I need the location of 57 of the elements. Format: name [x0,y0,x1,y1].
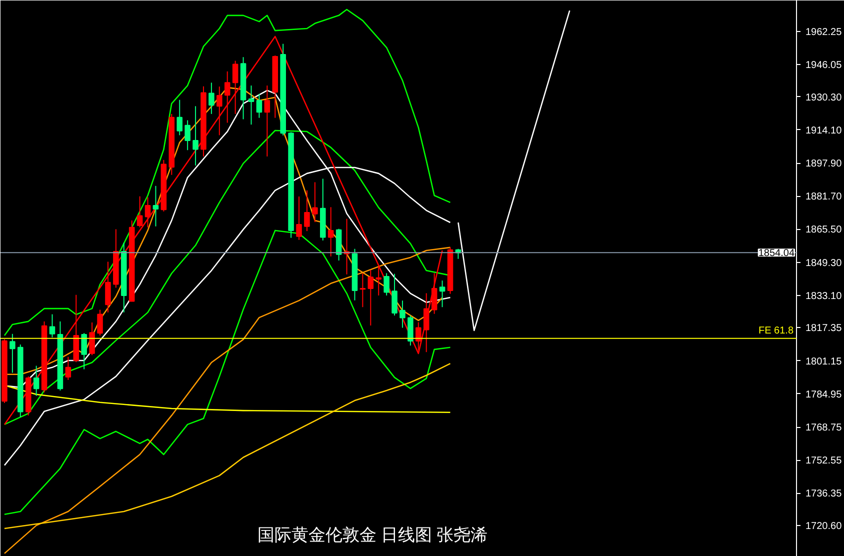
candlestick [97,309,103,336]
candlestick [431,272,438,314]
y-tick-label: 1946.05 [806,60,842,72]
candlestick [423,292,430,353]
candlestick [152,185,159,227]
candlestick [89,322,95,356]
candlestick [264,85,270,157]
line-series [4,36,443,426]
candlestick [376,266,382,296]
candlestick [368,269,374,326]
candlestick [384,272,390,296]
y-tick-label: 1865.50 [806,224,842,236]
y-tick-label: 1784.95 [806,389,842,400]
y-tick-label: 1752.55 [806,456,842,467]
candlestick [176,99,182,136]
candlestick [416,322,422,351]
candlestick [33,365,40,396]
candlestick [216,86,222,136]
y-tick-label: 1720.60 [806,520,842,532]
candlestick [304,190,310,232]
y-tick-label: 1914.10 [806,125,842,136]
y-tick-label: 1897.90 [806,158,842,170]
y-tick-label: 1930.30 [806,92,842,104]
ref-line-label: FE 61.8 [758,325,794,336]
candlestick [232,60,238,114]
y-tick-label: 1849.30 [806,258,842,269]
candlestick [328,206,334,257]
candlestick [208,82,214,114]
y-tick-label: 1768.75 [806,422,842,434]
y-tick-label: 1881.70 [806,192,842,203]
candlestick [136,196,143,228]
candlestick [439,280,446,308]
candlestick [392,273,398,316]
candlestick [10,333,16,374]
candlestick [192,106,198,166]
candlestick [65,356,72,380]
y-tick-label: 1817.35 [806,323,842,334]
candlestick [408,315,414,346]
candlestick [248,85,254,126]
candlestick [184,120,190,151]
candlestick [144,196,151,228]
candlestick [296,196,302,240]
candlestick [105,261,111,313]
y-tick-label: 1833.10 [806,290,842,302]
ref-line-label: 1854.04 [758,248,795,260]
y-tick-label: 1801.15 [806,356,842,368]
candlestick [400,300,406,328]
candlestick [312,182,318,223]
candlestick [360,272,366,308]
candlestick [256,93,262,118]
candlestick [81,332,87,370]
annotation: 国际黄金伦敦金 日线图 张尧浠 [257,526,488,544]
y-tick-label: 1736.35 [806,488,842,500]
candlestick [224,70,230,124]
line-series [4,8,451,336]
candlestick [49,314,56,338]
y-tick-label: 1962.25 [806,26,842,38]
